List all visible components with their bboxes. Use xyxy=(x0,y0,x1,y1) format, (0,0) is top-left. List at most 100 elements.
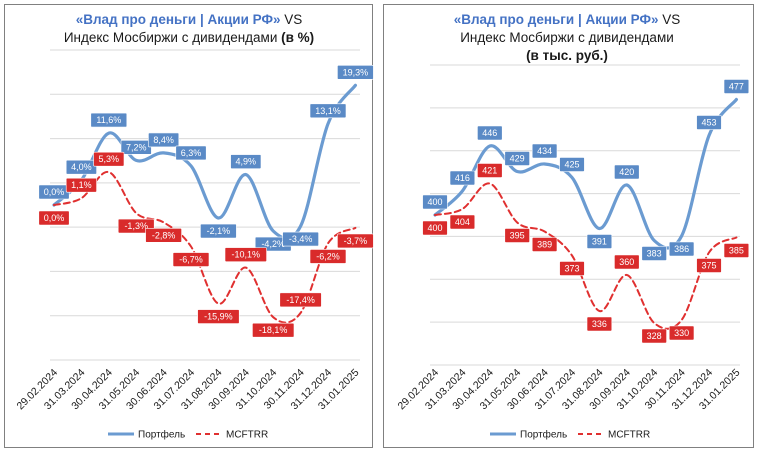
data-label-mcftrr: -1,3% xyxy=(117,218,155,234)
data-label-text: 395 xyxy=(510,231,525,241)
data-label-text: 5,3% xyxy=(99,154,120,164)
data-label-box xyxy=(175,145,207,161)
chart-panel-thousand-rub: «Влад про деньги | Акции РФ» VS Индекс М… xyxy=(383,4,754,448)
data-label-portfolio: 4,0% xyxy=(65,159,97,175)
series-lines xyxy=(433,97,738,330)
data-labels: 0,0%4,0%11,6%7,2%8,4%6,3%-2,1%4,9%-4,2% -… xyxy=(38,65,374,338)
data-label-portfolio: -3,4% xyxy=(282,231,319,247)
data-label-box xyxy=(279,292,322,308)
data-label-portfolio: 446 xyxy=(477,125,503,141)
data-label-portfolio: 0,0% xyxy=(38,184,70,200)
data-label-text: 4,0% xyxy=(71,162,92,172)
data-label-text: 446 xyxy=(482,128,497,138)
data-label-mcftrr: -6,7% xyxy=(172,252,210,267)
data-label-mcftrr: -18,1% xyxy=(252,322,295,338)
data-label-text: 421 xyxy=(482,166,497,176)
data-label-text: -17,4% xyxy=(286,295,315,305)
data-label-box xyxy=(641,328,667,344)
legend-label-mcftrr: MCFTRR xyxy=(608,430,650,441)
data-label-text: 19,3% xyxy=(343,67,369,77)
data-label-box xyxy=(696,258,722,273)
data-label-portfolio: 391 xyxy=(586,234,613,249)
data-label-text: 336 xyxy=(592,319,607,329)
legend-label-mcftrr: MCFTRR xyxy=(226,430,268,441)
data-label-text: 477 xyxy=(729,82,744,92)
data-label-box xyxy=(696,115,722,130)
data-label-text: 434 xyxy=(537,146,552,156)
data-label-portfolio: 13,1% xyxy=(309,103,347,119)
data-label-box xyxy=(422,220,448,236)
data-label-text: 389 xyxy=(537,240,552,250)
data-label-text: 416 xyxy=(455,173,470,183)
chart-subtitle: Индекс Мосбиржи с дивидендами (в %) xyxy=(64,30,314,45)
data-label-box xyxy=(309,103,347,119)
data-label-box xyxy=(723,243,750,258)
data-label-text: 383 xyxy=(647,249,662,259)
data-label-box xyxy=(668,325,695,341)
data-label-text: -2,1% xyxy=(207,226,231,236)
gridlines xyxy=(430,64,740,366)
series-line-portfolio xyxy=(52,83,357,241)
data-label-box xyxy=(723,79,750,94)
data-label-box xyxy=(337,65,374,80)
data-label-mcftrr: 375 xyxy=(696,258,722,273)
data-label-box xyxy=(477,163,503,178)
data-label-mcftrr: 336 xyxy=(586,316,613,332)
series-line-mcftrr xyxy=(434,182,738,330)
legend: Портфель MCFTRR xyxy=(490,429,650,441)
data-label-box xyxy=(200,223,237,239)
data-label-text: 360 xyxy=(619,257,634,267)
data-label-portfolio: 477 xyxy=(723,79,750,94)
data-label-box xyxy=(90,112,128,128)
data-label-text: 391 xyxy=(592,237,607,247)
data-label-mcftrr: -2,8% xyxy=(145,228,182,243)
data-label-portfolio: 11,6% xyxy=(90,112,128,128)
data-label-portfolio: 416 xyxy=(449,170,476,186)
data-label-text: 425 xyxy=(564,160,579,170)
data-label-text: -18,1% xyxy=(259,325,288,335)
data-label-portfolio: 383 xyxy=(641,246,667,261)
data-label-box xyxy=(309,249,347,264)
data-label-box xyxy=(668,241,695,257)
data-label-mcftrr: 328 xyxy=(641,328,667,344)
data-label-box xyxy=(504,228,530,243)
data-label-portfolio: 434 xyxy=(531,143,558,159)
data-label-mcftrr: 330 xyxy=(668,325,695,341)
data-label-text: 0,0% xyxy=(44,187,65,197)
data-label-box xyxy=(449,214,476,230)
data-label-box xyxy=(531,237,558,252)
data-label-mcftrr: 421 xyxy=(477,163,503,178)
data-label-box xyxy=(120,140,152,155)
legend-label-portfolio: Портфель xyxy=(520,429,567,441)
data-label-box xyxy=(65,177,97,193)
data-label-portfolio: 386 xyxy=(668,241,695,257)
data-label-mcftrr: 0,0% xyxy=(38,210,70,226)
chart-panel-percent: «Влад про деньги | Акции РФ» VS Индекс М… xyxy=(4,4,374,448)
data-label-box xyxy=(586,316,613,332)
data-label-box xyxy=(614,254,640,270)
data-label-portfolio: 429 xyxy=(504,151,530,166)
data-label-portfolio: 420 xyxy=(614,164,640,180)
chart-title: «Влад про деньги | Акции РФ» VS xyxy=(454,12,681,27)
data-label-box xyxy=(559,261,585,276)
data-label-box xyxy=(172,252,210,267)
data-label-mcftrr: 404 xyxy=(449,214,476,230)
data-label-portfolio: 7,2% xyxy=(120,140,152,155)
data-label-text: 386 xyxy=(674,244,689,254)
chart-subtitle: Индекс Мосбиржи с дивидендами xyxy=(460,30,674,45)
data-label-mcftrr: -6,2% xyxy=(309,249,347,264)
data-label-box xyxy=(148,132,180,148)
data-label-text: -6,2% xyxy=(316,251,340,261)
data-label-box xyxy=(252,322,295,338)
data-label-text: 4,9% xyxy=(236,157,257,167)
chart-title: «Влад про деньги | Акции РФ» VS xyxy=(76,12,303,27)
data-label-text: 404 xyxy=(455,217,470,227)
data-label-text: 13,1% xyxy=(315,106,341,116)
data-label-box xyxy=(38,210,70,226)
data-label-text: -15,9% xyxy=(204,312,233,322)
data-label-mcftrr: -3,7% xyxy=(337,233,374,249)
data-label-text: 420 xyxy=(619,167,634,177)
data-label-text: 375 xyxy=(701,261,716,271)
data-label-text: -4,2% xyxy=(261,239,285,249)
